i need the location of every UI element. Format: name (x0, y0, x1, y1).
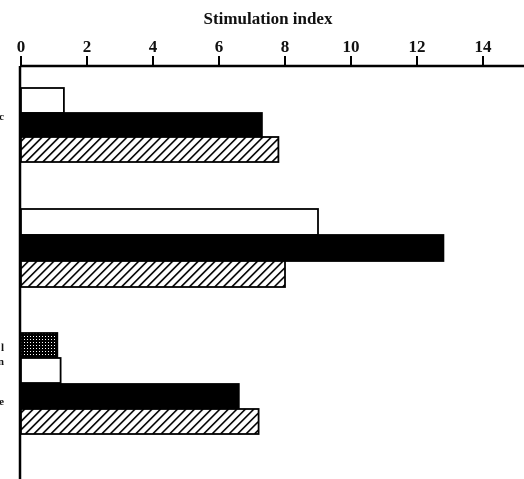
category-label-fragment: e (0, 396, 4, 408)
category-label-fragment: n (0, 356, 4, 368)
bar-black (20, 234, 445, 262)
bar-white (20, 87, 65, 114)
category-labels: c ln e (0, 111, 4, 408)
bar-black (20, 112, 263, 139)
x-tick-label: 10 (343, 37, 360, 56)
x-tick-label: 6 (215, 37, 224, 56)
bar-dotted (20, 332, 59, 359)
bar-hatched (20, 408, 260, 435)
x-tick-label: 0 (17, 37, 26, 56)
bar-hatched (20, 136, 280, 163)
bars-layer (20, 87, 445, 435)
x-tick-label: 14 (475, 37, 493, 56)
x-tick-label: 2 (83, 37, 92, 56)
x-tick-label: 12 (409, 37, 426, 56)
x-axis-title: Stimulation index (204, 9, 333, 28)
bar-white (20, 357, 62, 384)
x-tick-label: 8 (281, 37, 290, 56)
category-label-fragment: c (0, 111, 4, 123)
category-label-fragment: l (1, 342, 4, 354)
x-axis-ticks: 0 2 4 6 8 10 12 14 (17, 37, 492, 67)
bar-black (20, 383, 240, 410)
bar-hatched (20, 260, 286, 288)
bar-white (20, 208, 319, 236)
x-tick-label: 4 (149, 37, 158, 56)
